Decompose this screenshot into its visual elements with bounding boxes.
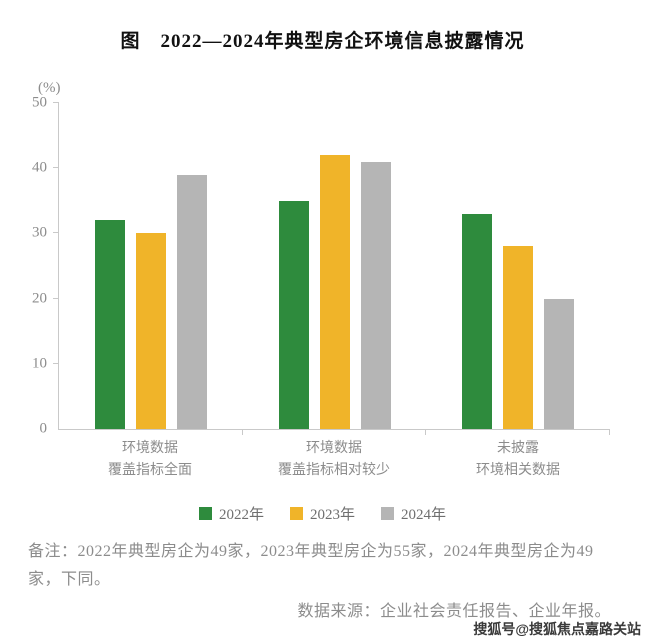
x-tick-mark <box>425 429 427 435</box>
x-axis-category-labels: 环境数据 覆盖指标全面 环境数据 覆盖指标相对较少 未披露 环境相关数据 <box>58 438 610 481</box>
legend-label: 2022年 <box>218 507 264 523</box>
y-tick-mark <box>53 102 59 103</box>
y-tick-label: 0 <box>39 420 48 437</box>
y-tick-mark <box>53 167 59 169</box>
category-label: 环境数据 覆盖指标全面 <box>108 441 192 478</box>
bar-2022年 <box>278 200 309 429</box>
bar-2022年 <box>462 213 493 429</box>
plot-outer: 0 10 20 30 40 50 <box>32 95 610 437</box>
y-tick-label: 10 <box>32 355 47 372</box>
legend: 2022年 2023年 2024年 <box>0 503 645 524</box>
bar-2022年 <box>94 220 125 429</box>
chart-title: 图 2022—2024年典型房企环境信息披露情况 <box>120 31 525 52</box>
legend-swatch-icon <box>381 507 394 520</box>
y-axis-unit-label: (%) <box>38 80 61 96</box>
legend-label: 2023年 <box>309 507 355 523</box>
x-tick-mark <box>241 429 243 435</box>
y-tick-label: 20 <box>32 290 47 307</box>
category-label: 环境数据 覆盖指标相对较少 <box>278 441 390 478</box>
bar-2023年 <box>319 155 350 429</box>
footnote: 备注：2022年典型房企为49家，2023年典型房企为55家，2024年典型房企… <box>28 543 594 588</box>
x-tick-mark <box>609 429 610 435</box>
data-source: 数据来源：企业社会责任报告、企业年报。 <box>297 603 611 620</box>
y-tick-mark <box>53 362 59 364</box>
bar-2024年 <box>544 298 575 429</box>
category-label: 未披露 环境相关数据 <box>476 441 560 478</box>
legend-label: 2024年 <box>401 507 447 523</box>
legend-item: 2022年 <box>198 503 264 524</box>
bar-2023年 <box>503 246 534 429</box>
y-tick-label: 30 <box>32 224 47 241</box>
bar-group <box>59 103 243 429</box>
bar-2024年 <box>360 161 391 429</box>
y-tick-label: 40 <box>32 159 47 176</box>
legend-swatch-icon <box>198 507 212 520</box>
y-tick-mark <box>53 232 59 234</box>
bar-group <box>426 103 610 429</box>
y-tick-mark <box>53 297 59 299</box>
legend-item: 2024年 <box>381 503 446 524</box>
bar-2023年 <box>135 233 166 429</box>
watermark: 搜狐号@搜狐焦点嘉路关站 <box>473 621 641 637</box>
bar-2024年 <box>176 174 207 429</box>
y-tick-label: 50 <box>32 94 47 111</box>
plot-area: 0 10 20 30 40 50 <box>32 95 610 437</box>
legend-item: 2023年 <box>289 503 355 524</box>
bar-group <box>243 103 427 429</box>
legend-swatch-icon <box>289 507 303 520</box>
